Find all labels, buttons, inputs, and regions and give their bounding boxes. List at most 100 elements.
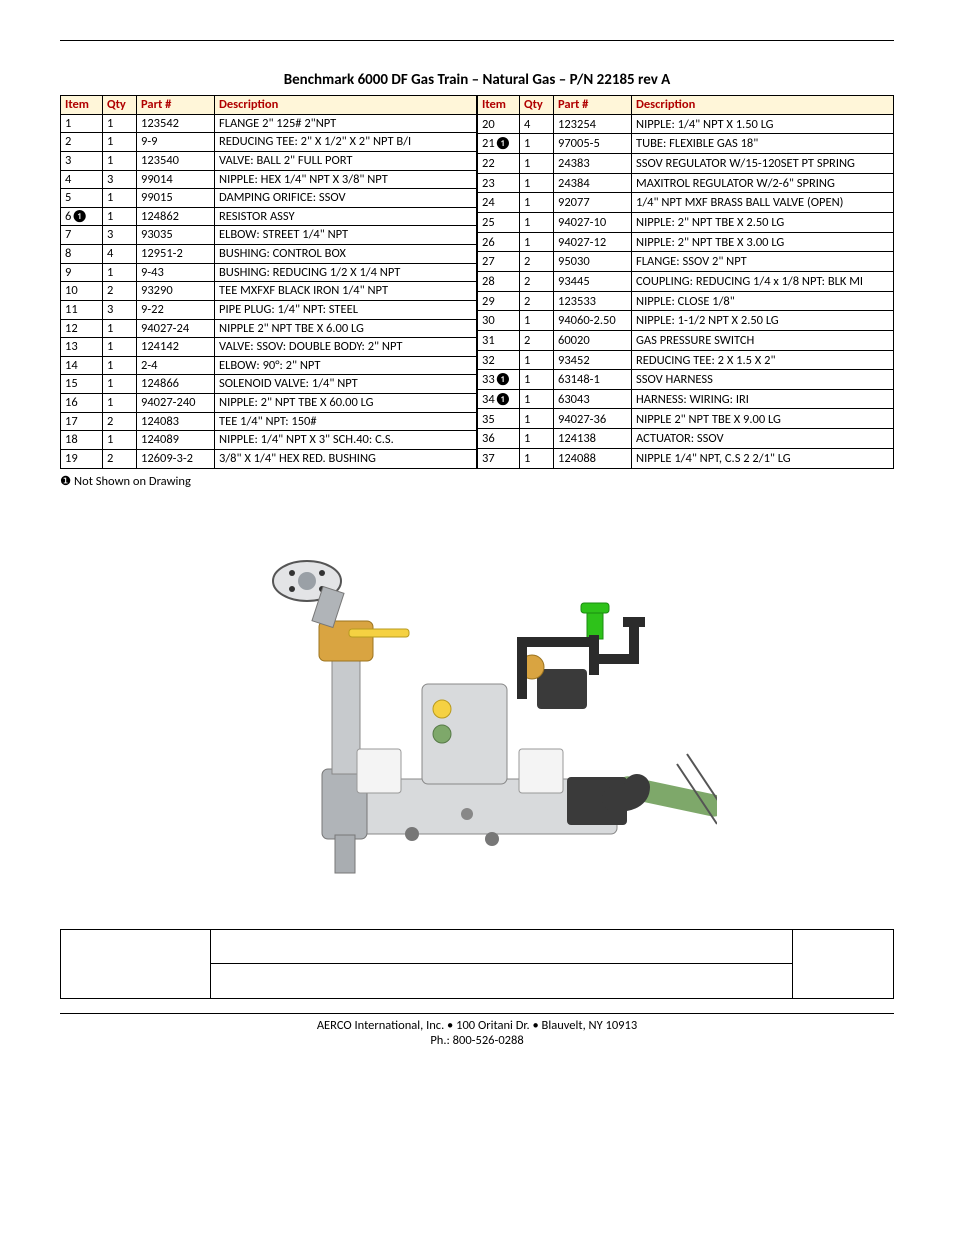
cell-qty: 1 <box>103 431 137 450</box>
cell-desc: REDUCING TEE: 2" X 1/2" X 2" NPT B/I <box>215 133 477 152</box>
cell-part: 60020 <box>554 330 632 350</box>
cell-qty: 1 <box>520 173 554 193</box>
cell-desc: NIPPLE 2" NPT TBE X 6.00 LG <box>215 319 477 338</box>
table-row: 26194027-12NIPPLE: 2" NPT TBE X 3.00 LG <box>478 232 894 252</box>
cell-part: 94027-240 <box>137 394 215 413</box>
cell-qty: 1 <box>520 448 554 468</box>
cell-qty: 1 <box>520 134 554 154</box>
parts-tables: Item Qty Part # Description 11123542FLAN… <box>60 95 894 469</box>
cell-desc: VALVE: SSOV: DOUBLE BODY: 2" NPT <box>215 338 477 357</box>
cell-item: 9 <box>61 263 103 282</box>
cell-part: 2-4 <box>137 356 215 375</box>
cell-qty: 1 <box>103 189 137 208</box>
cell-desc: NIPPLE 2" NPT TBE X 9.00 LG <box>632 409 894 429</box>
cell-item: 23 <box>478 173 520 193</box>
cell-part: 123254 <box>554 114 632 134</box>
table-row: 23124384MAXITROL REGULATOR W/2-6" SPRING <box>478 173 894 193</box>
cell-item: 3 <box>61 151 103 170</box>
cell-qty: 2 <box>103 412 137 431</box>
cell-qty: 1 <box>520 350 554 370</box>
table-row: 6❶1124862RESISTOR ASSY <box>61 207 477 226</box>
cell-desc: NIPPLE: HEX 1/4" NPT X 3/8" NPT <box>215 170 477 189</box>
table-row: 30194060-2.50NIPPLE: 1-1/2 NPT X 2.50 LG <box>478 311 894 331</box>
cell-part: 97005-5 <box>554 134 632 154</box>
cell-qty: 1 <box>520 429 554 449</box>
cell-desc: FLANGE 2" 125# 2"NPT <box>215 114 477 133</box>
table-row: 28293445COUPLING: REDUCING 1/4 x 1/8 NPT… <box>478 271 894 291</box>
cell-qty: 2 <box>103 449 137 468</box>
table-row: 31123540VALVE: BALL 2" FULL PORT <box>61 151 477 170</box>
cell-part: 93035 <box>137 226 215 245</box>
cell-desc: ELBOW: 90°: 2" NPT <box>215 356 477 375</box>
cell-part: 99014 <box>137 170 215 189</box>
cell-qty: 1 <box>103 133 137 152</box>
cell-desc: COUPLING: REDUCING 1/4 x 1/8 NPT: BLK MI <box>632 271 894 291</box>
table-row: 33❶163148-1SSOV HARNESS <box>478 370 894 390</box>
th-item: Item <box>61 96 103 115</box>
cell-part: 93445 <box>554 271 632 291</box>
table-row: 11123542FLANGE 2" 125# 2"NPT <box>61 114 477 133</box>
cell-qty: 1 <box>103 207 137 226</box>
cell-item: 14 <box>61 356 103 375</box>
cell-item: 33❶ <box>478 370 520 390</box>
cell-qty: 1 <box>520 153 554 173</box>
header-rule <box>60 40 894 41</box>
cell-desc: NIPPLE: 1-1/2 NPT X 2.50 LG <box>632 311 894 331</box>
cell-desc: NIPPLE: 1/4" NPT X 3" SCH.40: C.S. <box>215 431 477 450</box>
cell-part: 12951-2 <box>137 245 215 264</box>
cell-qty: 4 <box>103 245 137 264</box>
cell-part: 94060-2.50 <box>554 311 632 331</box>
cell-item: 10 <box>61 282 103 301</box>
footer-frame <box>60 929 894 999</box>
cell-desc: ACTUATOR: SSOV <box>632 429 894 449</box>
table-row: 4399014NIPPLE: HEX 1/4" NPT X 3/8" NPT <box>61 170 477 189</box>
cell-desc: TUBE: FLEXIBLE GAS 18" <box>632 134 894 154</box>
table-row: 292123533NIPPLE: CLOSE 1/8" <box>478 291 894 311</box>
cell-qty: 1 <box>103 319 137 338</box>
cell-part: 123540 <box>137 151 215 170</box>
cell-item: 22 <box>478 153 520 173</box>
cell-item: 24 <box>478 193 520 213</box>
th-qty: Qty <box>103 96 137 115</box>
cell-item: 26 <box>478 232 520 252</box>
cell-qty: 2 <box>520 252 554 272</box>
cell-item: 4 <box>61 170 103 189</box>
table-row: 34❶163043HARNESS: WIRING: IRI <box>478 389 894 409</box>
cell-desc: NIPPLE: 2" NPT TBE X 2.50 LG <box>632 212 894 232</box>
table-row: 31260020GAS PRESSURE SWITCH <box>478 330 894 350</box>
cell-item: 20 <box>478 114 520 134</box>
th-part: Part # <box>137 96 215 115</box>
cell-item: 15 <box>61 375 103 394</box>
cell-qty: 2 <box>520 291 554 311</box>
table-row: 919-43BUSHING: REDUCING 1/2 X 1/4 NPT <box>61 263 477 282</box>
cell-item: 25 <box>478 212 520 232</box>
cell-part: 99015 <box>137 189 215 208</box>
cell-qty: 3 <box>103 226 137 245</box>
cell-item: 16 <box>61 394 103 413</box>
cell-part: 9-22 <box>137 300 215 319</box>
cell-desc: HARNESS: WIRING: IRI <box>632 389 894 409</box>
table-row: 12194027-24NIPPLE 2" NPT TBE X 6.00 LG <box>61 319 477 338</box>
table-row: 1139-22PIPE PLUG: 1/4" NPT: STEEL <box>61 300 477 319</box>
footnote: ❶ Not Shown on Drawing <box>60 473 894 489</box>
cell-qty: 3 <box>103 300 137 319</box>
cell-part: 9-9 <box>137 133 215 152</box>
cell-part: 92077 <box>554 193 632 213</box>
cell-item: 30 <box>478 311 520 331</box>
table-row: 19212609-3-23/8" X 1/4" HEX RED. BUSHING <box>61 449 477 468</box>
cell-item: 5 <box>61 189 103 208</box>
cell-qty: 1 <box>103 356 137 375</box>
cell-part: 94027-24 <box>137 319 215 338</box>
cell-part: 63148-1 <box>554 370 632 390</box>
table-row: 172124083TEE 1/4" NPT: 150# <box>61 412 477 431</box>
cell-qty: 1 <box>103 114 137 133</box>
th-qty: Qty <box>520 96 554 115</box>
cell-qty: 1 <box>520 409 554 429</box>
cell-item: 34❶ <box>478 389 520 409</box>
table-row: 16194027-240NIPPLE: 2" NPT TBE X 60.00 L… <box>61 394 477 413</box>
parts-table-left: Item Qty Part # Description 11123542FLAN… <box>60 95 477 469</box>
cell-desc: MAXITROL REGULATOR W/2-6" SPRING <box>632 173 894 193</box>
cell-part: 93290 <box>137 282 215 301</box>
cell-part: 94027-10 <box>554 212 632 232</box>
cell-part: 24383 <box>554 153 632 173</box>
